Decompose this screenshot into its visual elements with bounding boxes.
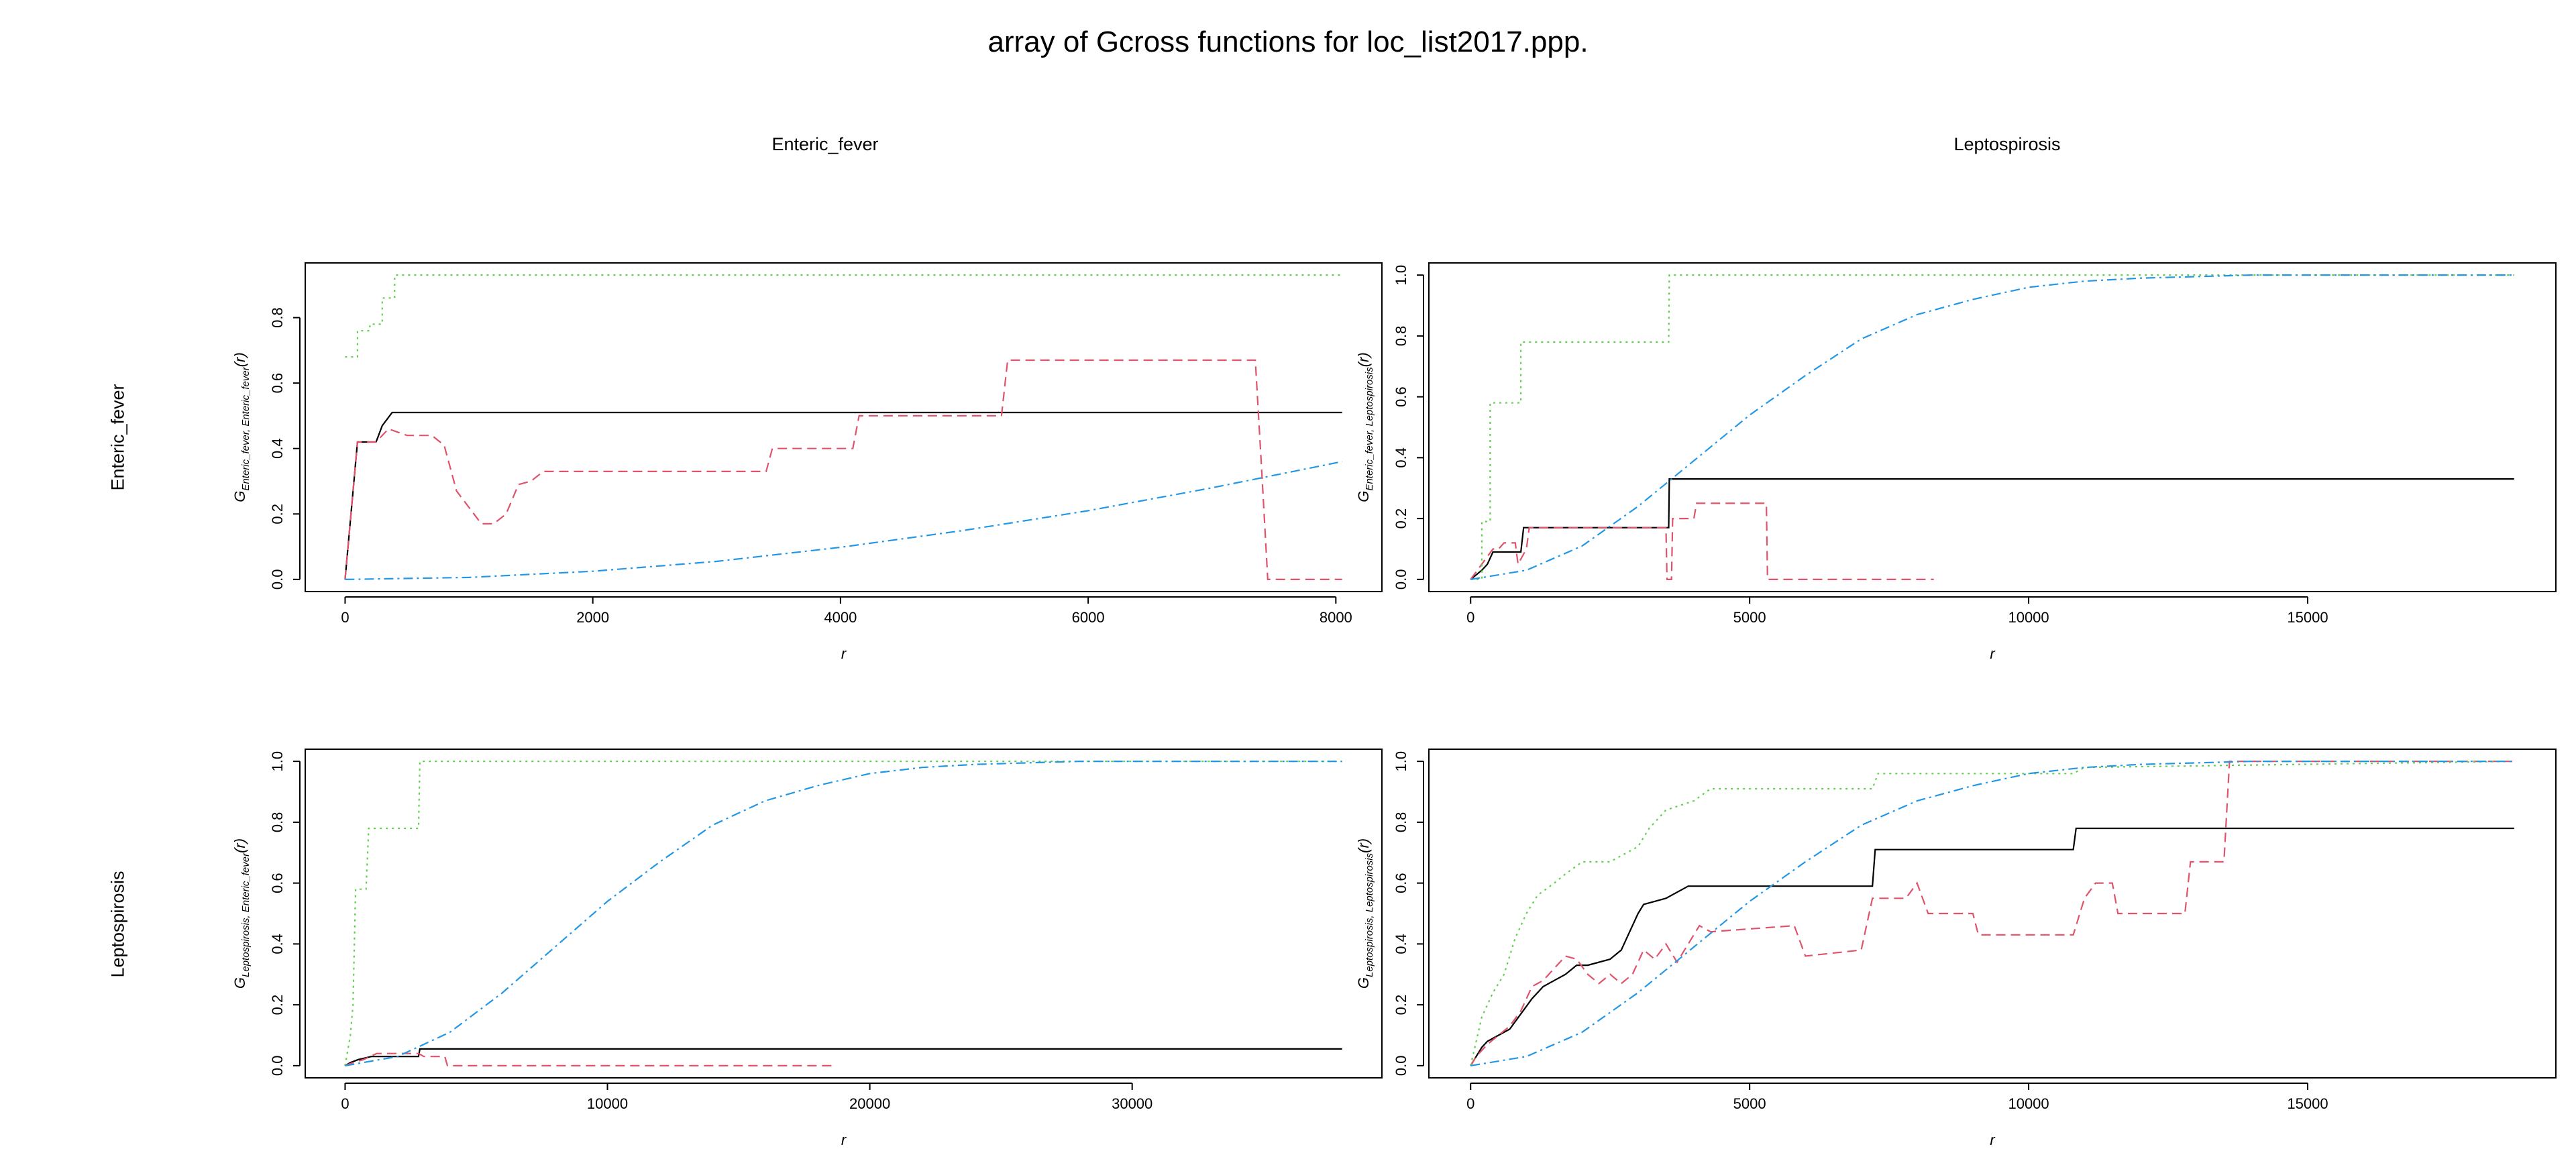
series-line-red	[344, 359, 1342, 580]
x-tick-label: 10000	[2008, 609, 2049, 626]
y-tick-label: 0.6	[1393, 386, 1409, 407]
series-line-red	[1470, 502, 1934, 580]
x-tick-label: 5000	[1733, 1095, 1766, 1112]
y-tick-label: 0.8	[1393, 812, 1409, 833]
series-line-blue	[345, 761, 1342, 1066]
y-tick-label: 0.6	[269, 373, 286, 394]
plot-frame	[305, 262, 1383, 592]
series-line-green	[1470, 761, 2514, 1066]
x-tick-label: 0	[341, 609, 349, 626]
y-tick-label: 1.0	[269, 751, 286, 772]
x-tick-label: 5000	[1733, 609, 1766, 626]
y-axis-label: GLeptospirosis, Enteric_fever(r)	[231, 838, 252, 989]
column-label-2: Leptospirosis	[1953, 134, 2061, 154]
plot-frame	[1428, 262, 2557, 592]
y-axis-label: GEnteric_fever, Leptospirosis(r)	[1355, 352, 1375, 502]
panel-1: 0 2000 4000 6000 80000.00.20.40.60.8rGEnteri…	[231, 262, 1383, 662]
x-tick-label: 6000	[1072, 609, 1105, 626]
figure-title: array of Gcross functions for loc_list20…	[987, 25, 1589, 58]
x-tick-label: 2000	[576, 609, 609, 626]
x-axis-label: r	[1990, 1132, 1996, 1148]
y-axis-label-subscript: Leptospirosis, Leptospirosis	[1364, 852, 1375, 977]
x-tick-label: 4000	[824, 609, 857, 626]
y-tick-label: 0.6	[1393, 873, 1409, 893]
y-axis-label-base: G	[231, 491, 248, 502]
panel-2: 0 5000 10000 15000 0.0 0.2 0.4 0.6 0.8 1.0 r GEnter…	[1355, 262, 2557, 662]
y-tick-label: 0.8	[1393, 326, 1409, 347]
y-tick-label: 0.4	[269, 438, 286, 459]
x-tick-label: 30000	[1112, 1095, 1152, 1112]
plot-frame	[305, 749, 1383, 1079]
y-tick-label: 0.8	[269, 812, 286, 833]
series-line-green	[344, 761, 1342, 1066]
y-tick-label: 1.0	[1393, 265, 1409, 286]
x-tick-label: 10000	[2008, 1095, 2049, 1112]
y-axis-label-subscript: Enteric_fever, Enteric_fever	[240, 366, 252, 490]
y-axis-label-subscript: Leptospirosis, Enteric_fever	[240, 852, 252, 977]
y-axis-label-suffix: (r)	[1355, 838, 1372, 853]
y-tick-label: 0.4	[269, 934, 286, 954]
y-tick-label: 0.2	[269, 995, 286, 1015]
x-tick-label: 15000	[2287, 1095, 2328, 1112]
panel-4: 0 5000 10000 15000 0.0 0.2 0.4 0.6 0.8 1.0 r GLepto…	[1355, 749, 2557, 1148]
y-axis-label-base: G	[231, 977, 248, 989]
y-tick-label: 0.8	[269, 307, 286, 328]
series-line-blue	[1470, 274, 2514, 580]
y-tick-label: 0.4	[1393, 447, 1409, 468]
y-tick-label: 0.0	[1393, 1056, 1409, 1077]
x-tick-label: 0	[341, 1095, 349, 1112]
series-line-green	[345, 274, 1342, 358]
x-tick-label: 0	[1466, 1095, 1474, 1112]
y-axis-label-base: G	[1355, 491, 1372, 502]
y-tick-label: 0.0	[1393, 569, 1409, 590]
y-axis-label-suffix: (r)	[1355, 352, 1372, 367]
y-axis-label: GEnteric_fever, Enteric_fever(r)	[231, 352, 252, 502]
x-axis-label: r	[1990, 645, 1996, 662]
y-tick-label: 0.0	[269, 569, 286, 590]
column-label-1: Enteric_fever	[771, 134, 879, 154]
y-tick-label: 0.4	[1393, 934, 1409, 954]
y-axis-label: GLeptospirosis, Leptospirosis(r)	[1355, 838, 1375, 989]
series-line-black	[1470, 827, 2514, 1066]
series-line-black	[344, 411, 1342, 580]
x-axis-label: r	[841, 645, 847, 662]
series-line-red	[1470, 761, 2514, 1066]
y-axis-label-base: G	[1355, 977, 1372, 989]
y-axis-label-subscript: Enteric_fever, Leptospirosis	[1364, 367, 1375, 491]
series-line-blue	[345, 461, 1342, 580]
plot-frame	[1428, 749, 2557, 1079]
y-tick-label: 0.2	[1393, 508, 1409, 529]
y-axis-label-suffix: (r)	[231, 352, 248, 367]
y-tick-label: 0.2	[269, 504, 286, 525]
y-tick-label: 0.2	[1393, 995, 1409, 1015]
series-line-black	[344, 1048, 1342, 1066]
x-tick-label: 10000	[587, 1095, 628, 1112]
x-tick-label: 8000	[1320, 609, 1352, 626]
y-tick-label: 0.6	[269, 873, 286, 893]
x-tick-label: 15000	[2287, 609, 2328, 626]
series-line-blue	[1470, 761, 2514, 1066]
y-tick-label: 0.0	[269, 1056, 286, 1077]
series-line-black	[1470, 478, 2514, 580]
x-tick-label: 0	[1466, 609, 1474, 626]
series-line-red	[345, 1052, 836, 1066]
y-axis-label-suffix: (r)	[231, 838, 248, 853]
x-axis-label: r	[841, 1132, 847, 1148]
y-tick-label: 1.0	[1393, 751, 1409, 772]
series-line-green	[1470, 274, 2514, 580]
panel-3: 0 10000 20000 300000.00.20.40.60.81.0rGLept…	[231, 749, 1383, 1148]
x-tick-label: 20000	[849, 1095, 890, 1112]
